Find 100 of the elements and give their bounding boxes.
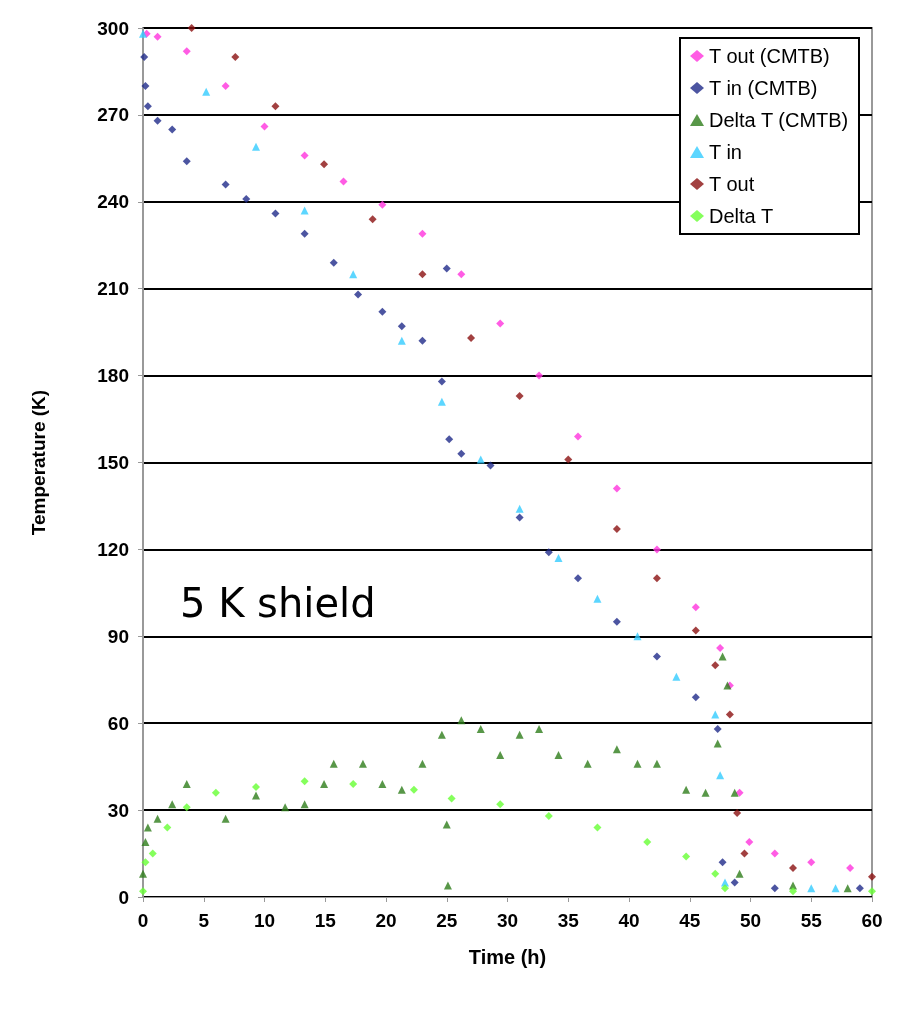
- point: [573, 432, 582, 441]
- point: [730, 788, 739, 797]
- point: [437, 730, 446, 739]
- point: [211, 788, 220, 797]
- legend-label: T out (CMTB): [709, 45, 830, 67]
- point: [300, 800, 309, 809]
- legend-label: T in: [709, 141, 742, 163]
- point: [643, 837, 652, 846]
- point: [187, 24, 196, 32]
- x-tick-label: 35: [557, 910, 580, 931]
- point: [300, 229, 309, 238]
- point: [564, 455, 573, 464]
- y-tick-label: 150: [97, 452, 129, 473]
- x-tick-label: 45: [679, 910, 701, 931]
- point: [682, 852, 691, 861]
- point: [445, 435, 454, 444]
- point: [486, 461, 495, 470]
- y-tick-label: 300: [97, 17, 129, 39]
- point: [281, 803, 290, 812]
- point: [789, 864, 798, 873]
- point: [437, 377, 446, 386]
- point: [718, 858, 727, 867]
- point: [672, 672, 681, 681]
- point: [182, 780, 191, 789]
- point: [467, 333, 476, 342]
- legend-label: T out: [709, 173, 755, 195]
- point: [789, 887, 798, 896]
- point: [418, 336, 427, 345]
- point: [437, 397, 446, 406]
- point: [496, 319, 505, 328]
- point: [770, 849, 779, 858]
- point: [496, 751, 505, 760]
- point: [443, 881, 452, 890]
- x-tick-label: 0: [137, 910, 149, 931]
- point: [251, 791, 260, 800]
- point: [418, 759, 427, 768]
- point: [831, 884, 840, 893]
- point: [573, 574, 582, 583]
- point: [141, 81, 150, 90]
- point: [716, 643, 725, 652]
- point: [652, 574, 661, 583]
- point: [447, 794, 456, 803]
- y-tick-label: 90: [107, 625, 129, 647]
- point: [713, 724, 722, 733]
- point: [633, 632, 642, 641]
- point: [745, 837, 754, 846]
- point: [593, 594, 602, 603]
- legend-label: Delta T (CMTB): [709, 109, 849, 131]
- point: [691, 693, 700, 702]
- point: [358, 759, 367, 768]
- point: [378, 307, 387, 316]
- point: [251, 782, 260, 791]
- point: [139, 869, 147, 878]
- point: [735, 869, 744, 878]
- point: [535, 371, 544, 380]
- x-tick-label: 60: [861, 910, 883, 931]
- point: [418, 229, 427, 238]
- point: [368, 215, 377, 224]
- point: [418, 270, 427, 279]
- point: [182, 47, 191, 56]
- point: [733, 809, 742, 817]
- x-tick-label: 5: [198, 910, 210, 931]
- point: [476, 455, 485, 464]
- legend-label: Delta T: [709, 205, 774, 227]
- point: [397, 785, 406, 794]
- point: [515, 513, 524, 522]
- point: [711, 710, 720, 719]
- point: [725, 710, 734, 719]
- point: [141, 858, 150, 867]
- x-tick-label: 20: [375, 910, 397, 931]
- point: [691, 626, 700, 635]
- point: [260, 122, 269, 131]
- point: [515, 504, 524, 513]
- point: [349, 780, 358, 789]
- point: [221, 180, 230, 189]
- x-tick-label: 55: [800, 910, 823, 931]
- x-tick-label: 10: [253, 910, 276, 931]
- point: [339, 177, 348, 186]
- y-tick-label: 180: [97, 365, 129, 387]
- y-tick-label: 270: [97, 104, 129, 126]
- point: [612, 484, 621, 493]
- y-tick-label: 240: [97, 191, 129, 213]
- point: [652, 545, 661, 554]
- point: [535, 724, 544, 733]
- point: [711, 869, 720, 878]
- point: [807, 858, 816, 867]
- x-axis-title: Time (h): [468, 946, 547, 968]
- point: [242, 194, 251, 203]
- point: [442, 264, 451, 273]
- point: [354, 290, 363, 299]
- point: [153, 116, 162, 125]
- point: [163, 823, 172, 832]
- point: [846, 864, 855, 873]
- x-tick-label: 15: [314, 910, 337, 931]
- y-tick-label: 0: [118, 886, 129, 908]
- y-tick-label: 210: [97, 278, 129, 300]
- point: [691, 603, 700, 612]
- point: [409, 785, 418, 794]
- point: [442, 820, 451, 829]
- point: [320, 780, 329, 789]
